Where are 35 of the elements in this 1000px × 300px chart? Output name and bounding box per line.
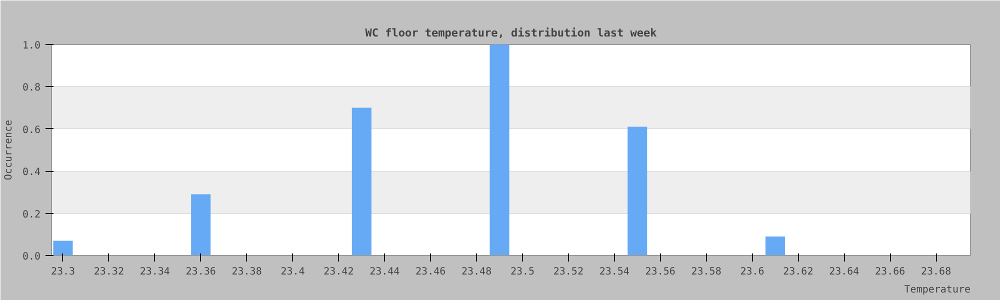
bar [53, 240, 73, 256]
x-tick-label: 23.64 [829, 266, 860, 278]
y-tick-label: 0.2 [22, 209, 40, 220]
x-tick-label: 23.44 [370, 266, 400, 278]
x-tick-label: 23.56 [645, 266, 676, 278]
bar [490, 44, 510, 256]
x-tick-label: 23.32 [94, 266, 124, 278]
chart-title: WC floor temperature, distribution last week [365, 26, 658, 40]
x-tick-label: 23.68 [920, 266, 952, 278]
x-tick-label: 23.62 [783, 266, 814, 278]
x-tick-label: 23.5 [510, 266, 535, 278]
y-tick-label: 0.4 [22, 167, 40, 178]
y-tick-label: 0.0 [22, 252, 40, 262]
y-axis-title: Occurrence [3, 120, 14, 180]
bar [765, 236, 785, 256]
bar [352, 108, 372, 256]
x-tick-label: 23.42 [324, 266, 354, 278]
x-axis-title: Temperature [904, 284, 971, 296]
x-tick-label: 23.38 [232, 266, 262, 278]
x-tick-label: 23.46 [416, 266, 446, 278]
x-tick-label: 23.54 [599, 266, 630, 278]
y-tick-label: 0.6 [22, 124, 40, 136]
x-tick-label: 23.48 [461, 266, 492, 278]
x-tick-label: 23.4 [280, 266, 305, 278]
y-tick-label: 0.8 [22, 82, 40, 94]
bar [628, 126, 648, 256]
x-tick-label: 23.36 [186, 266, 216, 278]
x-tick-label: 23.3 [50, 266, 76, 278]
x-tick-label: 23.58 [691, 266, 722, 278]
x-tick-label: 23.34 [140, 266, 170, 278]
bar [191, 194, 211, 256]
x-tick-label: 23.52 [553, 266, 584, 278]
y-tick-label: 1.0 [22, 40, 40, 52]
x-tick-label: 23.6 [740, 266, 764, 278]
x-tick-label: 23.66 [875, 266, 906, 278]
